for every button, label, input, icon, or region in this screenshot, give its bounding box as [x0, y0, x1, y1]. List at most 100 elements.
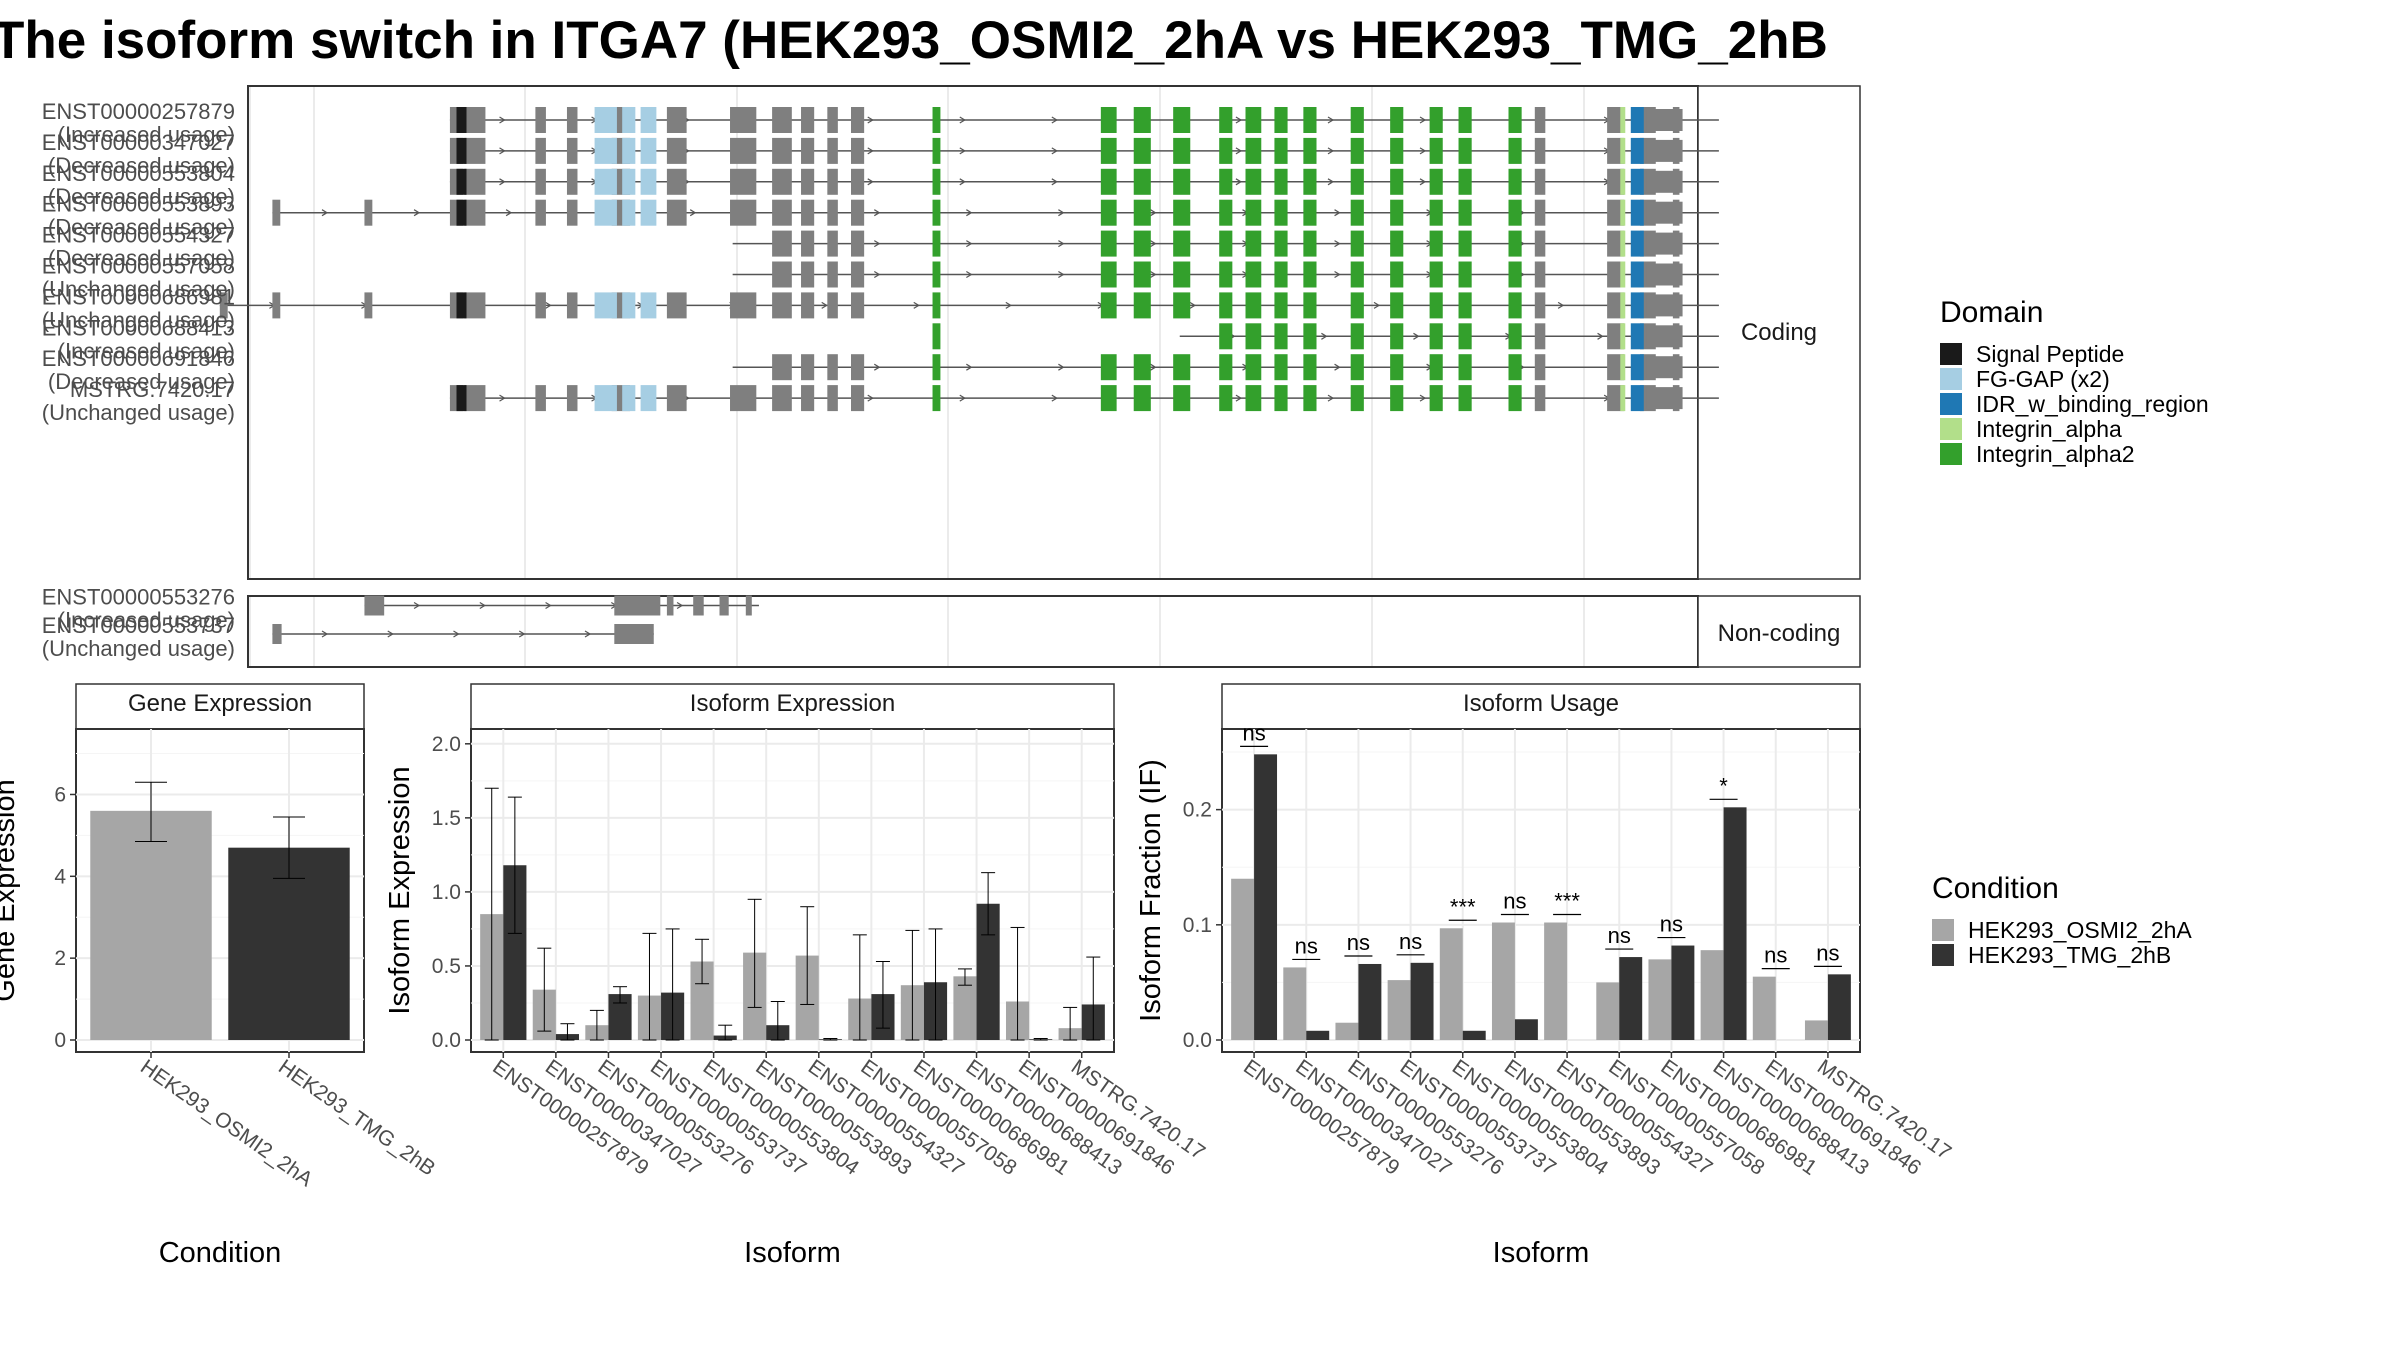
exon — [1133, 292, 1151, 319]
strand-arrow — [1235, 394, 1243, 402]
exon — [1245, 199, 1262, 226]
exon — [1508, 261, 1522, 288]
strand-arrow — [966, 270, 973, 279]
exon — [1607, 292, 1625, 319]
strand-arrow — [959, 147, 966, 155]
exon — [1607, 137, 1625, 164]
exon — [772, 199, 792, 226]
exon — [1390, 199, 1404, 226]
strand-arrow — [966, 240, 973, 248]
exon — [1173, 168, 1191, 195]
strand-arrow — [1334, 363, 1341, 371]
exon — [827, 137, 838, 164]
exon — [1429, 261, 1443, 288]
exon — [1133, 230, 1151, 257]
exon — [1607, 230, 1625, 257]
exon — [464, 385, 486, 412]
transcript-label-ENST00000257879: ENST00000257879(Increased usage) — [42, 99, 235, 147]
transcript-label-ENST00000553737: ENST00000553737(Unchanged usage) — [42, 613, 235, 661]
bar-HEK293_TMG_2hB — [228, 847, 350, 1040]
error-bar — [823, 1038, 838, 1041]
transcript-row-ENST00000553893 — [272, 199, 1719, 226]
error-bar — [852, 934, 867, 1041]
isoform-usage-panel: Isoform Usage 0.0 0.1 0.2 Isoform Fraction (… — [1135, 683, 1955, 1269]
bar-MSTRG.7420.17-HEK293_TMG_2hB — [1827, 974, 1851, 1040]
strand-arrow — [1419, 116, 1427, 124]
exon — [1274, 354, 1288, 381]
transcript-id: ENST00000686981 — [42, 284, 235, 309]
exon — [745, 595, 752, 616]
exon — [535, 107, 546, 133]
idr-binding-domain — [1630, 323, 1644, 350]
signal-peptide-domain — [456, 168, 467, 195]
x-axis-title: Isoform — [744, 1237, 841, 1269]
transcript-id: ENST00000553737 — [42, 613, 235, 638]
strand-arrow — [499, 147, 506, 155]
integrin-alpha-domain — [1620, 199, 1626, 226]
gene-expression-panel: Gene Expression 0 2 4 6 Gene Expression HEK293… — [0, 683, 439, 1269]
integrin-alpha-domain — [1620, 385, 1626, 412]
strand-arrow — [1150, 209, 1157, 217]
error-bar — [875, 961, 890, 1029]
exon — [1350, 230, 1364, 257]
exon — [730, 199, 757, 226]
figure-title: The isoform switch in ITGA7 (HEK293_OSMI… — [0, 11, 1828, 70]
strand-arrow — [499, 116, 506, 124]
exon — [1607, 107, 1625, 133]
exon — [1458, 323, 1472, 350]
exon — [1429, 230, 1443, 257]
strand-arrow — [518, 630, 526, 638]
transcript-status: (Increased usage) — [58, 608, 235, 633]
exon — [1534, 137, 1546, 164]
exon — [272, 199, 281, 226]
exon — [1245, 137, 1262, 164]
exon — [566, 168, 578, 195]
exon — [1303, 230, 1317, 257]
strand-arrow — [387, 630, 394, 638]
exon — [1274, 323, 1288, 350]
exon — [1458, 292, 1472, 319]
transcript-status: (Increased usage) — [58, 338, 235, 363]
strand-arrow — [1051, 147, 1058, 155]
x-axis-title: Isoform — [1493, 1237, 1590, 1269]
y-tick-label: 2.0 — [432, 733, 461, 756]
strand-arrow — [499, 178, 506, 186]
exon — [730, 292, 757, 319]
signal-peptide-domain — [456, 137, 467, 164]
strand-arrow — [966, 209, 973, 217]
exon — [464, 292, 486, 319]
y-tick-label: 1.5 — [432, 807, 461, 830]
strand-arrow — [1005, 301, 1012, 309]
exon — [1458, 230, 1472, 257]
bar-ENST00000553737-HEK293_OSMI2_2hA — [1387, 980, 1411, 1040]
exon — [566, 199, 578, 226]
strand-arrow — [867, 178, 874, 186]
exon — [932, 385, 941, 412]
exon — [1534, 230, 1546, 257]
transcript-label-ENST00000686981: ENST00000686981(Unchanged usage) — [42, 284, 235, 332]
error-bar — [1033, 1038, 1048, 1041]
exon — [1534, 385, 1546, 412]
strand-arrow — [873, 209, 881, 217]
transcript-label-ENST00000553276: ENST00000553276(Increased usage) — [42, 585, 235, 633]
exon — [1100, 168, 1117, 195]
bar-ENST00000688413-HEK293_OSMI2_2hA — [953, 976, 977, 1040]
y-axis: 0 2 4 6 — [54, 783, 76, 1052]
transcript-id: ENST00000553804 — [42, 161, 235, 186]
legend-label: IDR_w_binding_region — [1976, 391, 2209, 417]
fg-gap-domain — [594, 168, 617, 195]
exon — [1390, 385, 1404, 412]
exon — [1350, 199, 1364, 226]
utr-exon — [1646, 201, 1683, 224]
utr-exon — [1646, 139, 1683, 162]
exon — [1100, 230, 1117, 257]
bar-ENST00000553804-HEK293_OSMI2_2hA — [1439, 928, 1463, 1040]
domain-legend-title: Domain — [1940, 296, 2043, 329]
exon — [827, 354, 838, 381]
fg-gap-domain — [640, 137, 657, 164]
plot-area — [470, 728, 1115, 1053]
exon — [1303, 354, 1317, 381]
exon — [772, 137, 792, 164]
idr-binding-domain — [1630, 261, 1644, 288]
signal-peptide-domain — [456, 385, 467, 412]
